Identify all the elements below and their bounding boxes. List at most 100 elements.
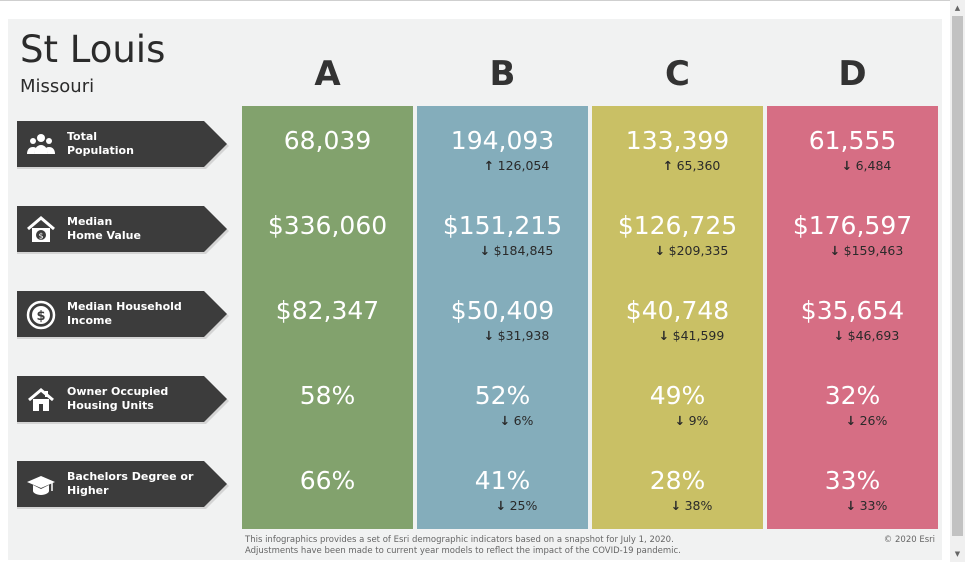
svg-text:$: $ xyxy=(36,309,45,324)
data-cell: 133,399 ↑ 65,360 xyxy=(592,126,763,174)
cell-value: 133,399 xyxy=(625,126,730,155)
cell-value: 58% xyxy=(299,381,356,410)
copyright: © 2020 Esri xyxy=(883,535,935,545)
state-subtitle: Missouri xyxy=(20,76,95,97)
footer-line-1: This infographics provides a set of Esri… xyxy=(245,535,674,545)
arrow-down-icon: ↓ xyxy=(829,243,841,258)
cell-change: ↓ 6,484 xyxy=(767,158,938,174)
data-cell: 33% ↓ 33% xyxy=(767,466,938,514)
row-label-3: $ Median Household Income xyxy=(17,291,231,339)
cell-change: ↑ 126,054 xyxy=(417,158,588,174)
cell-change-value: 26% xyxy=(859,413,888,428)
row-label-2: $ Median Home Value xyxy=(17,206,231,254)
graduation-cap-icon xyxy=(25,470,57,500)
footer-line-2: Adjustments have been made to current ye… xyxy=(245,546,681,556)
vertical-scrollbar[interactable]: ▲ ▼ xyxy=(950,0,965,562)
footer-note: This infographics provides a set of Esri… xyxy=(245,535,681,557)
scroll-up-arrow-icon[interactable]: ▲ xyxy=(954,4,961,12)
data-cell: $176,597 ↓ $159,463 xyxy=(767,211,938,259)
cell-change-value: 9% xyxy=(688,413,709,428)
column-header-a: A xyxy=(314,54,341,94)
row-label-tag-shape xyxy=(17,376,229,424)
cell-value: $126,725 xyxy=(617,211,738,240)
column-header-d: D xyxy=(838,54,867,94)
cell-change: ↓ $31,938 xyxy=(417,328,588,344)
dollar-coin-icon: $ xyxy=(25,300,57,330)
cell-change-value: 25% xyxy=(509,498,538,513)
data-cell: 28% ↓ 38% xyxy=(592,466,763,514)
data-cell: 66% xyxy=(242,466,413,496)
svg-text:$: $ xyxy=(38,232,43,241)
scroll-down-arrow-icon[interactable]: ▼ xyxy=(954,550,961,558)
cell-change: ↓ $209,335 xyxy=(592,243,763,259)
cell-value: 66% xyxy=(299,466,356,495)
row-label-tag-shape xyxy=(17,206,229,254)
row-label-text: Total Population xyxy=(67,130,134,157)
arrow-down-icon: ↓ xyxy=(658,328,670,343)
cell-value: 194,093 xyxy=(450,126,555,155)
cell-value: 49% xyxy=(649,381,706,410)
cell-change-value: 38% xyxy=(684,498,713,513)
column-d: 61,555 ↓ 6,484 $176,597 ↓ $159,463 $35,654 ↓ … xyxy=(767,106,938,529)
arrow-down-icon: ↓ xyxy=(841,158,853,173)
arrow-down-icon: ↓ xyxy=(845,413,857,428)
arrow-down-icon: ↓ xyxy=(674,413,686,428)
row-label-text: Median Household Income xyxy=(67,300,182,327)
row-label-text: Median Home Value xyxy=(67,215,141,242)
cell-value: $176,597 xyxy=(792,211,913,240)
cell-change-value: $46,693 xyxy=(847,328,900,343)
row-label-tag-shape xyxy=(17,291,229,339)
data-cell: 61,555 ↓ 6,484 xyxy=(767,126,938,174)
cell-value: 41% xyxy=(474,466,531,495)
data-cell: 41% ↓ 25% xyxy=(417,466,588,514)
arrow-up-icon: ↑ xyxy=(483,158,495,173)
cell-value: 61,555 xyxy=(808,126,897,155)
row-label-text: Owner Occupied Housing Units xyxy=(67,385,169,412)
cell-change: ↑ 65,360 xyxy=(592,158,763,174)
cell-change: ↓ 38% xyxy=(592,498,763,514)
data-cell: $50,409 ↓ $31,938 xyxy=(417,296,588,344)
arrow-down-icon: ↓ xyxy=(670,498,682,513)
cell-value: $35,654 xyxy=(800,296,905,325)
cell-change-value: $31,938 xyxy=(497,328,550,343)
data-cell: 194,093 ↑ 126,054 xyxy=(417,126,588,174)
arrow-down-icon: ↓ xyxy=(654,243,666,258)
cell-value: 32% xyxy=(824,381,881,410)
cell-change-value: 33% xyxy=(859,498,888,513)
city-title: St Louis xyxy=(20,28,166,71)
row-label-1: Total Population xyxy=(17,121,231,169)
arrow-down-icon: ↓ xyxy=(479,243,491,258)
arrow-down-icon: ↓ xyxy=(845,498,857,513)
data-cell: $336,060 xyxy=(242,211,413,241)
house-dollar-icon: $ xyxy=(25,215,57,245)
cell-change: ↓ $46,693 xyxy=(767,328,938,344)
scrollbar-thumb[interactable] xyxy=(952,16,963,536)
arrow-down-icon: ↓ xyxy=(499,413,511,428)
cell-value: $40,748 xyxy=(625,296,730,325)
data-cell: 49% ↓ 9% xyxy=(592,381,763,429)
cell-change-value: $184,845 xyxy=(493,243,554,258)
data-cell: 32% ↓ 26% xyxy=(767,381,938,429)
cell-change: ↓ 33% xyxy=(767,498,938,514)
row-label-4: Owner Occupied Housing Units xyxy=(17,376,231,424)
data-cell: 68,039 xyxy=(242,126,413,156)
cell-change: ↓ 25% xyxy=(417,498,588,514)
cell-change-value: $159,463 xyxy=(843,243,904,258)
cell-value: $50,409 xyxy=(450,296,555,325)
cell-value: $82,347 xyxy=(275,296,380,325)
cell-change: ↓ $159,463 xyxy=(767,243,938,259)
row-label-5: Bachelors Degree or Higher xyxy=(17,461,231,509)
cell-change-value: 6% xyxy=(513,413,534,428)
arrow-down-icon: ↓ xyxy=(833,328,845,343)
data-cell: $40,748 ↓ $41,599 xyxy=(592,296,763,344)
arrow-down-icon: ↓ xyxy=(483,328,495,343)
cell-change: ↓ 26% xyxy=(767,413,938,429)
row-label-tag-shape xyxy=(17,461,229,509)
cell-value: $336,060 xyxy=(267,211,388,240)
column-b: 194,093 ↑ 126,054 $151,215 ↓ $184,845 $50,40… xyxy=(417,106,588,529)
data-cell: $126,725 ↓ $209,335 xyxy=(592,211,763,259)
data-cell: $35,654 ↓ $46,693 xyxy=(767,296,938,344)
cell-value: 33% xyxy=(824,466,881,495)
cell-value: 52% xyxy=(474,381,531,410)
cell-change-value: 65,360 xyxy=(676,158,721,173)
